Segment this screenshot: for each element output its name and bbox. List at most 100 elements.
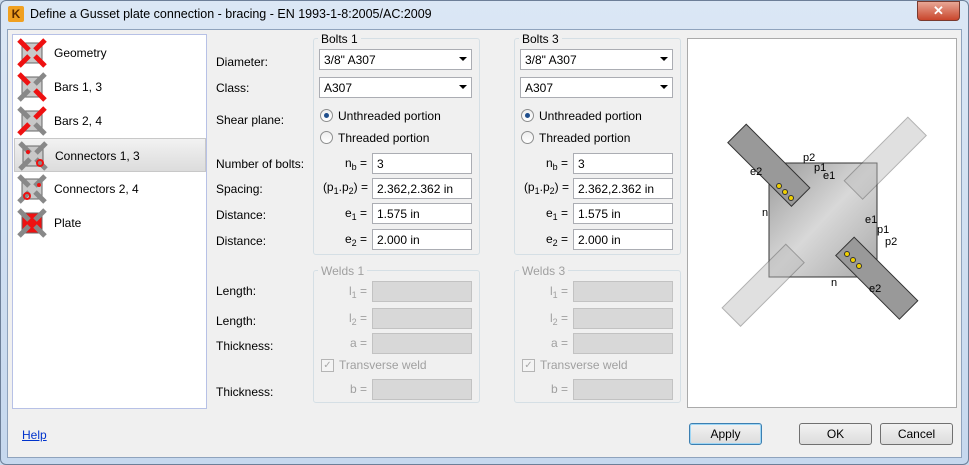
bolts3-group xyxy=(514,38,681,255)
label-p1: p1 xyxy=(814,162,826,174)
apply-button[interactable]: Apply xyxy=(689,423,762,445)
nav-item-bars-2-4[interactable]: Bars 2, 4 xyxy=(14,104,206,138)
bolts1-diameter-select[interactable]: 3/8" A307 xyxy=(319,49,472,70)
welds3-l2-input[interactable] xyxy=(573,308,673,329)
ok-button[interactable]: OK xyxy=(799,423,872,445)
nav-item-label: Geometry xyxy=(54,46,107,60)
e1-symbol: e1 = xyxy=(545,206,568,222)
bolts3-spacing-input[interactable]: 2.362,2.362 in xyxy=(573,178,673,199)
welds3-l1-input[interactable] xyxy=(573,281,673,302)
bolts3-number-of-bolts-input[interactable]: 3 xyxy=(573,153,673,174)
welds1-transverse-checkbox[interactable]: ✓ xyxy=(321,359,334,372)
bolts3-threaded-radio[interactable] xyxy=(521,131,534,144)
welds3-transverse-label[interactable]: Transverse weld xyxy=(540,358,628,372)
label-e1: e1 xyxy=(823,170,835,182)
number-of-bolts-label: Number of bolts: xyxy=(216,157,305,171)
b-symbol: b = xyxy=(550,382,568,396)
a-symbol: a = xyxy=(349,336,367,350)
bolts3-e2-input[interactable]: 2.000 in xyxy=(573,229,673,250)
bolts3-diameter-select[interactable]: 3/8" A307 xyxy=(520,49,673,70)
bolt-markers xyxy=(776,183,862,269)
label-e1-right: e1 xyxy=(865,214,877,226)
shear-plane-label: Shear plane: xyxy=(216,113,285,127)
bolts1-threaded-label[interactable]: Threaded portion xyxy=(338,131,430,145)
welds1-a-input[interactable] xyxy=(372,333,472,354)
label-n-right: n xyxy=(831,277,837,289)
e1-symbol: e1 = xyxy=(344,206,367,222)
welds1-b-input[interactable] xyxy=(372,379,472,400)
length-l2-label: Length: xyxy=(216,314,257,328)
connection-preview: p2 p1 e1 e2 n e1 p1 p2 e2 n xyxy=(687,38,957,408)
nb-symbol: nb = xyxy=(545,156,568,172)
e2-symbol: e2 = xyxy=(344,232,367,248)
bolts1-class-select[interactable]: A307 xyxy=(319,77,472,98)
class-label: Class: xyxy=(216,81,250,95)
e2-symbol: e2 = xyxy=(545,232,568,248)
diameter-label: Diameter: xyxy=(216,55,269,69)
label-e2-right: e2 xyxy=(869,283,881,295)
nav-item-geometry[interactable]: Geometry xyxy=(14,36,206,70)
nav-item-plate[interactable]: Plate xyxy=(14,206,206,240)
bolts3-class-value: A307 xyxy=(525,81,554,95)
help-link[interactable]: Help xyxy=(22,428,47,442)
bolts3-diameter-value: 3/8" A307 xyxy=(525,53,577,67)
distance-e2-label: Distance: xyxy=(216,234,267,248)
bolts3-unthreaded-radio[interactable] xyxy=(521,109,534,122)
welds1-group xyxy=(313,270,480,403)
bolts1-class-value: A307 xyxy=(324,81,353,95)
label-p2-right: p2 xyxy=(885,236,897,248)
nav-item-label: Connectors 2, 4 xyxy=(54,182,139,196)
welds1-l2-input[interactable] xyxy=(372,308,472,329)
bolts1-threaded-radio[interactable] xyxy=(320,131,333,144)
nav-item-label: Plate xyxy=(54,216,82,230)
label-p1-right: p1 xyxy=(877,224,889,236)
bar-top-left xyxy=(727,123,811,207)
l2-symbol: l2 = xyxy=(549,311,568,327)
dropdown-arrow-icon xyxy=(660,57,668,61)
nav-item-connectors-1-3[interactable]: Connectors 1, 3 xyxy=(14,138,206,172)
distance-e1-label: Distance: xyxy=(216,208,267,222)
nav-item-label: Bars 2, 4 xyxy=(54,114,103,128)
bolts1-e2-input[interactable]: 2.000 in xyxy=(372,229,472,250)
nav-item-connectors-2-4[interactable]: Connectors 2, 4 xyxy=(14,172,206,206)
cancel-button[interactable]: Cancel xyxy=(880,423,953,445)
nb-symbol: nb = xyxy=(344,156,367,172)
thickness-b-label: Thickness: xyxy=(216,385,274,399)
bar-bottom-right xyxy=(835,236,919,320)
b-symbol: b = xyxy=(349,382,367,396)
nav-item-label: Bars 1, 3 xyxy=(54,80,103,94)
bolts3-unthreaded-label[interactable]: Unthreaded portion xyxy=(539,109,642,123)
section-list[interactable]: Geometry Bars 1, 3 Bars 2, 4 Connectors 1, … xyxy=(12,34,207,409)
bolts3-threaded-label[interactable]: Threaded portion xyxy=(539,131,631,145)
window-title: Define a Gusset plate connection - braci… xyxy=(30,7,432,21)
welds3-a-input[interactable] xyxy=(573,333,673,354)
spacing-symbol: (p1.p2) = xyxy=(322,180,368,196)
welds3-transverse-checkbox[interactable]: ✓ xyxy=(522,359,535,372)
welds1-l1-input[interactable] xyxy=(372,281,472,302)
bolts1-number-of-bolts-input[interactable]: 3 xyxy=(372,153,472,174)
close-button[interactable]: ✕ xyxy=(917,1,960,21)
l2-symbol: l2 = xyxy=(348,311,367,327)
bolts3-title: Bolts 3 xyxy=(519,32,562,46)
bolts1-e1-input[interactable]: 1.575 in xyxy=(372,203,472,224)
nav-item-label: Connectors 1, 3 xyxy=(55,149,140,163)
a-symbol: a = xyxy=(550,336,568,350)
welds1-transverse-label[interactable]: Transverse weld xyxy=(339,358,427,372)
app-icon: K xyxy=(8,6,24,22)
l1-symbol: l1 = xyxy=(348,284,367,300)
bolts1-unthreaded-radio[interactable] xyxy=(320,109,333,122)
bolts3-class-select[interactable]: A307 xyxy=(520,77,673,98)
bar-top-right xyxy=(843,116,927,200)
bolts1-unthreaded-label[interactable]: Unthreaded portion xyxy=(338,109,441,123)
nav-item-bars-1-3[interactable]: Bars 1, 3 xyxy=(14,70,206,104)
welds3-b-input[interactable] xyxy=(573,379,673,400)
dropdown-arrow-icon xyxy=(459,85,467,89)
bolts1-spacing-input[interactable]: 2.362,2.362 in xyxy=(372,178,472,199)
dropdown-arrow-icon xyxy=(459,57,467,61)
bolts3-e1-input[interactable]: 1.575 in xyxy=(573,203,673,224)
length-l1-label: Length: xyxy=(216,284,257,298)
spacing-label: Spacing: xyxy=(216,182,263,196)
bolts1-group xyxy=(313,38,480,255)
bolts1-title: Bolts 1 xyxy=(318,32,361,46)
bolts1-diameter-value: 3/8" A307 xyxy=(324,53,376,67)
